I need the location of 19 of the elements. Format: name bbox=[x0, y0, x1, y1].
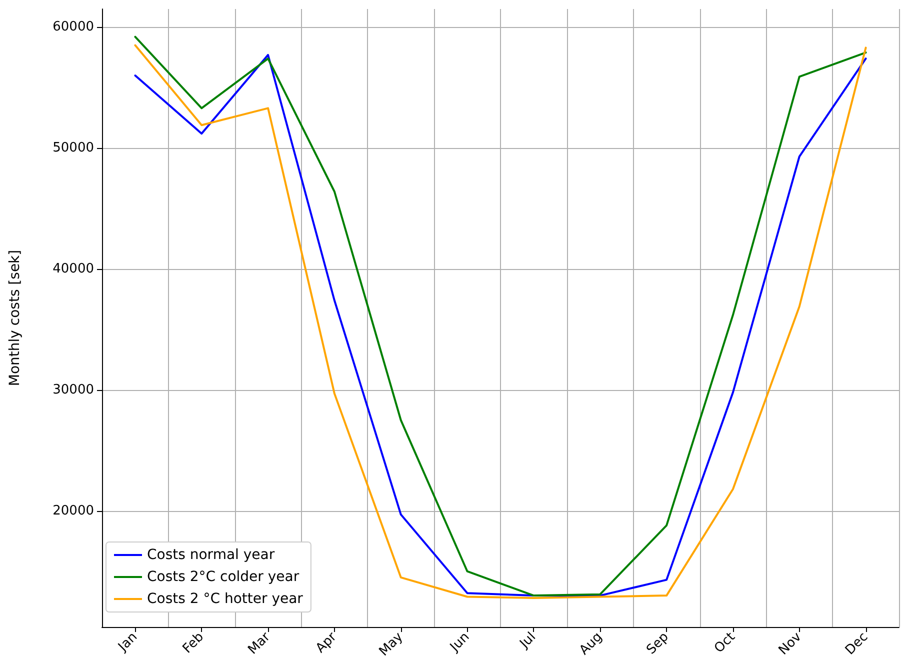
x-tick-label: Jul bbox=[516, 630, 540, 652]
y-axis-title: Monthly costs [sek] bbox=[7, 250, 23, 386]
x-tick-label: Mar bbox=[245, 629, 274, 658]
x-tick-label: Apr bbox=[313, 629, 340, 656]
y-tick-label: 30000 bbox=[52, 382, 94, 398]
y-tick-label: 60000 bbox=[52, 20, 94, 35]
x-tick-label: Oct bbox=[712, 630, 738, 656]
x-tick-label: Sep bbox=[644, 630, 672, 658]
legend-label: Costs normal year bbox=[147, 547, 275, 563]
y-tick-label: 40000 bbox=[52, 262, 94, 277]
x-tick-label: Dec bbox=[842, 630, 872, 658]
legend-label: Costs 2°C colder year bbox=[147, 569, 300, 585]
x-tick-label: Nov bbox=[776, 629, 805, 658]
legend-label: Costs 2 °C hotter year bbox=[147, 591, 304, 607]
y-tick-label: 50000 bbox=[52, 140, 94, 156]
x-tick-label: Feb bbox=[180, 630, 207, 657]
x-tick-label: Jun bbox=[446, 630, 473, 656]
y-tick-label: 20000 bbox=[52, 503, 94, 518]
x-tick-label: Jan bbox=[115, 630, 141, 656]
